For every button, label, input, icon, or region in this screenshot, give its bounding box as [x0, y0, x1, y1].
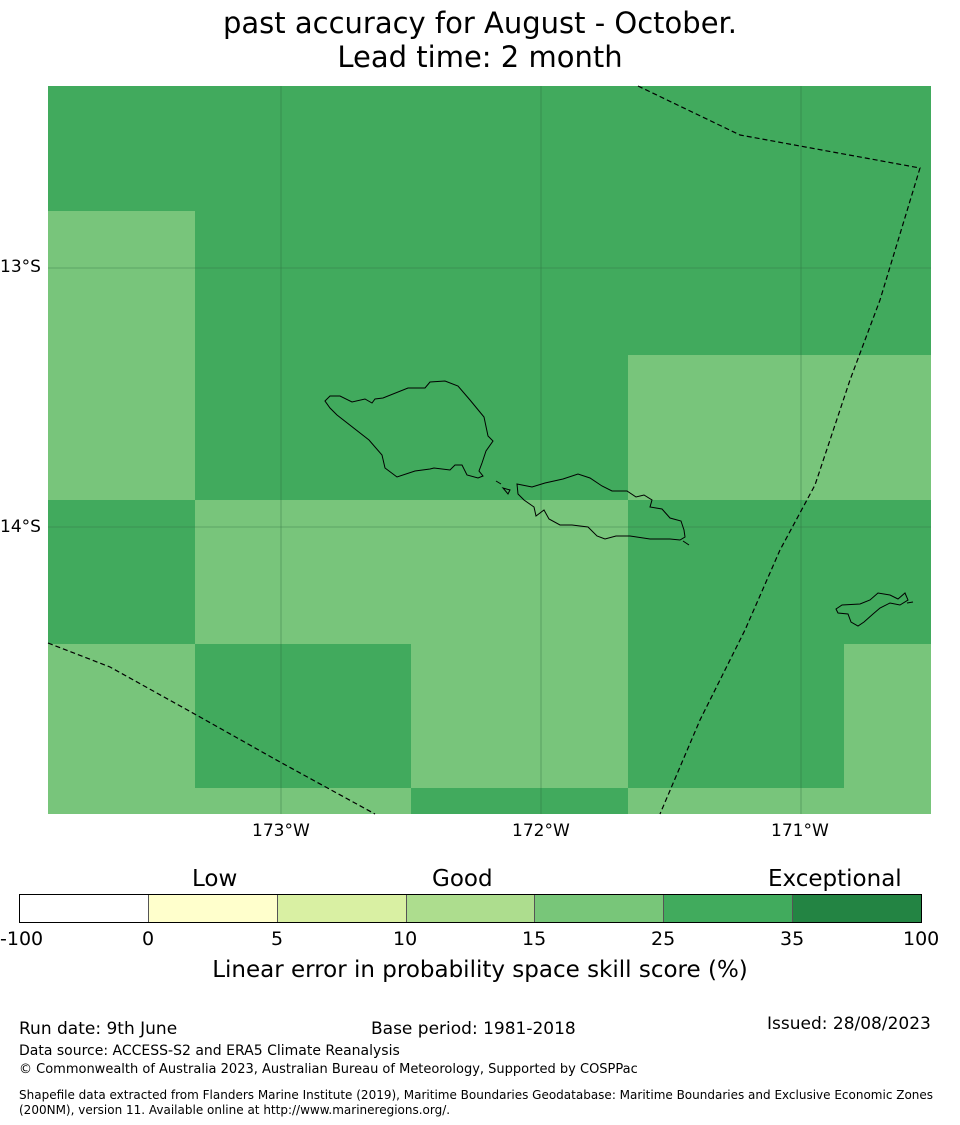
skill-cell: [195, 644, 411, 788]
skill-cell: [48, 500, 195, 644]
map-title-line-2: Lead time: 2 month: [337, 40, 623, 74]
colorbar-tick: 0: [142, 928, 155, 950]
skill-cell: [48, 644, 195, 814]
skill-cell: [195, 500, 628, 644]
skill-cell: [628, 355, 931, 500]
eez-boundaries: [47, 85, 921, 815]
copyright: © Commonwealth of Australia 2023, Austra…: [19, 1062, 638, 1077]
colorbar: [19, 894, 922, 923]
colorbar-segment-4: [406, 895, 536, 922]
skill-cell: [48, 211, 195, 500]
lat-label-14s: 14°S: [0, 517, 41, 537]
run-date: Run date: 9th June: [19, 1019, 178, 1039]
coastline-islet-west: [495, 480, 502, 485]
skill-cell: [48, 86, 931, 211]
eez-boundary-south-west: [47, 642, 376, 815]
skill-cell: [411, 788, 628, 814]
legend-category-good: Good: [432, 866, 493, 892]
colorbar-segment-5: [535, 895, 665, 922]
skill-cell: [628, 644, 844, 788]
data-source: Data source: ACCESS-S2 and ERA5 Climate …: [19, 1043, 400, 1059]
colorbar-tick: 15: [522, 928, 547, 950]
lon-label-171w: 171°W: [771, 821, 829, 841]
lon-label-173w: 173°W: [252, 821, 310, 841]
skill-cell: [195, 355, 628, 500]
colorbar-segment-3: [277, 895, 407, 922]
colorbar-label: Linear error in probability space skill …: [212, 957, 748, 983]
coastline-savaii: [324, 380, 494, 479]
coastline-tutuila: [835, 592, 909, 627]
legend-category-exceptional: Exceptional: [768, 866, 902, 892]
colorbar-tick: 25: [651, 928, 676, 950]
coastline-upolu: [516, 473, 686, 541]
colorbar-segment-2: [148, 895, 278, 922]
eez-boundary-north-east: [637, 85, 921, 815]
colorbar-tick: 35: [780, 928, 805, 950]
coastline-upolu-tip: [682, 540, 690, 546]
skill-cell: [628, 500, 931, 644]
skill-cell: [195, 211, 931, 355]
skill-map: [47, 85, 931, 815]
colorbar-tick: 100: [903, 928, 940, 950]
skill-grid: [48, 86, 931, 814]
lat-label-13s: 13°S: [0, 257, 41, 277]
map-title-line-1: past accuracy for August - October.: [222, 6, 738, 40]
legend-category-low: Low: [192, 866, 238, 892]
coastline-aunuu: [906, 601, 914, 604]
shapefile-credit-line-1: Shapefile data extracted from Flanders M…: [19, 1088, 934, 1102]
colorbar-segment-7: [793, 895, 922, 922]
skill-cell: [844, 644, 931, 814]
skill-cell: [411, 644, 628, 788]
base-period: Base period: 1981-2018: [371, 1019, 576, 1039]
colorbar-tick: 5: [271, 928, 284, 950]
skill-cell: [195, 788, 411, 814]
skill-cell: [628, 788, 844, 814]
gridlines: [48, 86, 931, 814]
colorbar-segment-1: [20, 895, 149, 922]
colorbar-tick: 10: [393, 928, 418, 950]
lon-label-172w: 172°W: [512, 821, 570, 841]
issued-date: Issued: 28/08/2023: [767, 1014, 931, 1034]
colorbar-segment-6: [664, 895, 794, 922]
coastlines: [324, 380, 914, 627]
shapefile-credit-line-2: (200NM), version 11. Available online at…: [19, 1103, 451, 1117]
coastline-manono: [501, 487, 511, 495]
colorbar-tick: -100: [0, 928, 44, 950]
